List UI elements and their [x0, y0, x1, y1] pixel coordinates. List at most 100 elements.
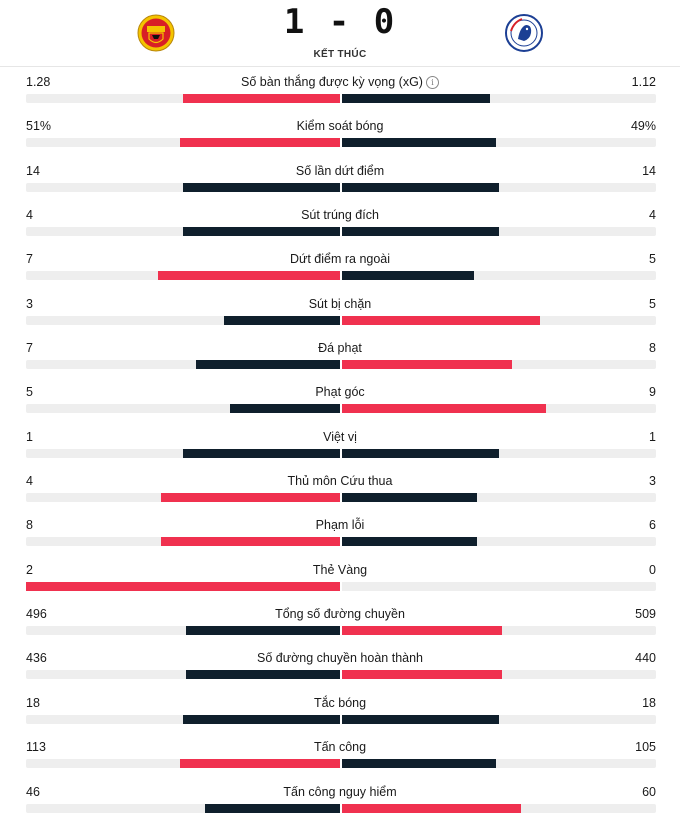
home-stat-value: 4: [26, 474, 33, 489]
home-stat-value: 436: [26, 651, 47, 666]
stat-label-text: Sút trúng đích: [301, 208, 379, 223]
away-bar-track: [342, 714, 656, 724]
home-bar-fill: [180, 138, 340, 148]
stat-label-text: Thẻ Vàng: [312, 562, 368, 577]
home-stat-value: 14: [26, 163, 40, 178]
away-bar-fill: [342, 271, 474, 281]
away-bar-track: [342, 138, 656, 148]
stat-row: 51% Kiểm soát bóng 49%: [0, 110, 680, 154]
away-bar-track: [342, 315, 656, 325]
away-bar-track: [342, 537, 656, 547]
away-bar-track: [342, 182, 656, 192]
away-bar-track: [342, 803, 656, 813]
home-bar-track: [26, 670, 340, 680]
home-stat-value: 7: [26, 252, 33, 267]
home-bar-fill: [180, 759, 340, 769]
stat-label-text: Phạt góc: [315, 385, 365, 400]
away-bar-track: [342, 670, 656, 680]
stat-label-text: Dứt điểm ra ngoài: [289, 252, 391, 267]
home-bar-track: [26, 315, 340, 325]
away-bar-track: [342, 227, 656, 237]
stat-label-text: Số lần dứt điểm: [295, 163, 385, 178]
away-stat-value: 105: [635, 740, 656, 755]
home-bar-fill: [183, 227, 340, 237]
away-stat-value: 6: [649, 518, 656, 533]
home-bar-fill: [186, 670, 340, 680]
home-bar-track: [26, 360, 340, 370]
home-stat-value: 496: [26, 607, 47, 622]
home-stat-value: 51%: [26, 119, 52, 134]
home-bar-fill: [183, 448, 340, 458]
away-stat-value: 60: [642, 784, 656, 799]
home-stat-value: 2: [26, 562, 33, 577]
stat-label: Dứt điểm ra ngoài: [0, 252, 680, 266]
away-stat-value: 4: [649, 208, 656, 223]
home-stat-value: 1: [26, 429, 33, 444]
away-bar-fill: [342, 759, 496, 769]
home-bar-fill: [183, 714, 340, 724]
away-bar-fill: [342, 315, 540, 325]
home-bar-fill: [205, 803, 340, 813]
away-stat-value: 3: [649, 474, 656, 489]
away-stat-value: 0: [649, 562, 656, 577]
away-bar-fill: [342, 670, 502, 680]
stat-row: 1 Việt vị 1: [0, 421, 680, 465]
match-status: KẾT THÚC: [313, 49, 367, 60]
stat-label-text: Sút bị chặn: [308, 296, 372, 311]
home-stat-value: 7: [26, 341, 33, 356]
stat-label: Sút trúng đích: [0, 208, 680, 222]
stat-label: Số lần dứt điểm: [0, 164, 680, 178]
away-stat-value: 14: [642, 163, 656, 178]
home-bar-track: [26, 537, 340, 547]
away-bar-fill: [342, 227, 499, 237]
header-divider: [0, 66, 680, 67]
stat-label: Phạm lỗi: [0, 518, 680, 532]
stat-row: 1.28 Số bàn thắng được kỳ vọng (xG) i 1.12: [0, 66, 680, 110]
stat-label: Thẻ Vàng: [0, 563, 680, 577]
stat-row: 14 Số lần dứt điểm 14: [0, 155, 680, 199]
home-bar-track: [26, 271, 340, 281]
away-stat-value: 9: [649, 385, 656, 400]
stat-label: Tấn công: [0, 740, 680, 754]
home-bar-fill: [26, 581, 340, 591]
stat-label: Việt vị: [0, 430, 680, 444]
away-bar-track: [342, 94, 656, 103]
stat-row: 7 Dứt điểm ra ngoài 5: [0, 243, 680, 287]
away-bar-fill: [342, 537, 477, 547]
away-stat-value: 18: [642, 695, 656, 710]
away-stat-value: 1.12: [631, 75, 656, 89]
manchester-united-crest-icon[interactable]: [136, 13, 176, 53]
away-bar-fill: [342, 94, 490, 103]
stat-label-text: Tắc bóng: [313, 695, 367, 710]
stat-label-text: Tấn công nguy hiểm: [283, 784, 397, 799]
home-stat-value: 5: [26, 385, 33, 400]
home-bar-fill: [158, 271, 340, 281]
stat-row: 8 Phạm lỗi 6: [0, 509, 680, 553]
match-score: 1 - 0: [283, 2, 397, 42]
stat-row: 113 Tấn công 105: [0, 731, 680, 775]
stat-label: Số đường chuyền hoàn thành: [0, 651, 680, 665]
stats-list: 1.28 Số bàn thắng được kỳ vọng (xG) i 1.12 5…: [0, 66, 680, 820]
home-bar-track: [26, 759, 340, 769]
away-bar-fill: [342, 360, 512, 370]
stat-label-text: Đá phạt: [318, 341, 362, 356]
stat-label: Phạt góc: [0, 385, 680, 399]
away-bar-fill: [342, 182, 499, 192]
stat-row: 436 Số đường chuyền hoàn thành 440: [0, 642, 680, 686]
stat-label: Tổng số đường chuyền: [0, 607, 680, 621]
home-stat-value: 113: [26, 740, 46, 755]
away-stat-value: 509: [635, 607, 656, 622]
stat-row: 7 Đá phạt 8: [0, 332, 680, 376]
home-bar-fill: [183, 94, 340, 103]
info-icon[interactable]: i: [425, 76, 439, 89]
match-header: 1 - 0 KẾT THÚC: [0, 0, 680, 66]
home-stat-value: 18: [26, 695, 40, 710]
home-bar-track: [26, 227, 340, 237]
home-stat-value: 1.28: [26, 75, 51, 89]
home-bar-track: [26, 138, 340, 148]
fc-copenhagen-crest-icon[interactable]: [504, 13, 544, 53]
home-bar-fill: [230, 404, 340, 414]
stat-label: Tấn công nguy hiểm: [0, 785, 680, 799]
away-bar-track: [342, 360, 656, 370]
home-bar-track: [26, 94, 340, 103]
